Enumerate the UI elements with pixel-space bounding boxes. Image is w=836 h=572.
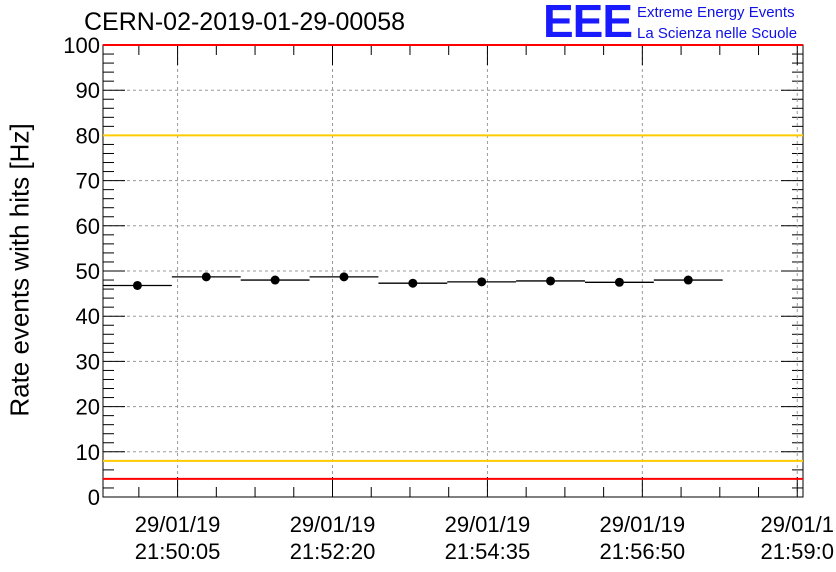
data-point [201,272,211,282]
y-tick-label: 30 [76,349,100,374]
x-tick-label-time: 21:59:0 [761,539,834,564]
x-tick-label-time: 21:54:35 [445,539,531,564]
chart-title: CERN-02-2019-01-29-00058 [84,8,406,36]
data-point [614,277,624,287]
x-tick-label-date: 29/01/19 [135,512,221,537]
data-point [477,277,487,287]
y-tick-label: 50 [76,259,100,284]
data-point [132,280,142,290]
data-point [408,278,418,288]
y-tick-label: 0 [88,485,100,510]
logo-subtitle-line1: Extreme Energy Events [637,4,795,21]
x-tick-label-date: 29/01/1 [761,512,834,537]
x-tick-label-date: 29/01/19 [445,512,531,537]
x-tick-label-date: 29/01/19 [600,512,686,537]
y-tick-label: 40 [76,304,100,329]
x-tick-label-date: 29/01/19 [290,512,376,537]
logo-subtitle-line2: La Scienza nelle Scuole [637,25,798,42]
x-tick-label-time: 21:52:20 [290,539,376,564]
x-tick-label-time: 21:56:50 [600,539,686,564]
data-point [339,272,349,282]
y-tick-label: 60 [76,214,100,239]
x-tick-label-time: 21:50:05 [135,539,221,564]
y-tick-label: 100 [63,33,100,58]
data-point [270,275,280,285]
y-tick-label: 80 [76,123,100,148]
y-tick-label: 70 [76,169,100,194]
y-axis-label: Rate events with hits [Hz] [4,123,35,417]
y-tick-label: 20 [76,395,100,420]
data-point [683,275,693,285]
y-tick-label: 90 [76,78,100,103]
y-tick-label: 10 [76,440,100,465]
eee-logo: EEE [543,0,633,47]
data-point [546,276,556,286]
